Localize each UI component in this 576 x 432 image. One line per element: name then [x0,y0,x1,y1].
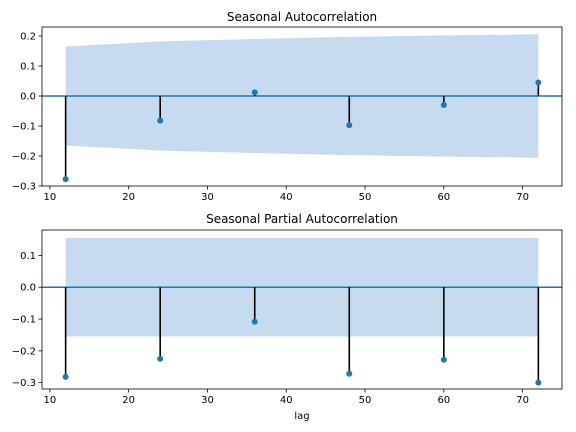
acf-y-tick-label: −0.1 [12,122,36,133]
acf-marker [157,117,164,124]
pacf-x-tick-label: 40 [280,395,293,406]
pacf-x-tick-label: 10 [44,395,57,406]
acf-x-tick-label: 50 [359,192,372,203]
pacf-panel: Seasonal Partial Autocorrelation lag 10 2… [12,212,563,422]
acf-x-tick-label: 20 [122,192,135,203]
acf-marker [535,79,542,86]
acf-y-tick-label: 0.2 [20,32,36,43]
pacf-marker [157,355,164,362]
pacf-x-tick-label: 30 [201,395,214,406]
pacf-axes-frame [41,229,563,390]
acf-title: Seasonal Autocorrelation [227,10,377,24]
pacf-y-tick-label: 0.0 [20,283,36,294]
acf-x-tick-label: 60 [437,192,450,203]
acf-panel: Seasonal Autocorrelation 10 20 30 40 50 60 70 −… [12,10,563,203]
pacf-marker [535,379,542,386]
acf-y-tick-label: −0.2 [12,152,36,163]
pacf-x-tick-label: 60 [437,395,450,406]
pacf-y-tick-label: −0.3 [12,378,36,389]
acf-y-tick-label: 0.0 [20,92,36,103]
acf-marker [62,176,69,183]
pacf-xlabel: lag [294,411,309,422]
acf-marker [346,122,353,129]
acf-axes-frame [41,26,563,187]
acf-x-tick-label: 10 [44,192,57,203]
acf-x-tick-label: 70 [516,192,529,203]
pacf-x-tick-label: 20 [122,395,135,406]
acf-y-tick-label: 0.1 [20,62,36,73]
pacf-x-tick-label: 50 [359,395,372,406]
acf-y-tick-label: −0.3 [12,182,36,193]
acf-x-tick-label: 40 [280,192,293,203]
pacf-marker [440,356,447,363]
pacf-x-tick-label: 70 [516,395,529,406]
pacf-y-tick-label: −0.2 [12,346,36,357]
pacf-title: Seasonal Partial Autocorrelation [206,212,398,226]
pacf-marker [62,373,69,380]
pacf-y-tick-label: 0.1 [20,251,36,262]
acf-marker [440,102,447,108]
pacf-marker [251,318,258,325]
pacf-y-tick-label: −0.1 [12,315,36,326]
pacf-marker [346,370,353,377]
acf-marker [251,89,258,96]
acf-x-tick-label: 30 [201,192,214,203]
